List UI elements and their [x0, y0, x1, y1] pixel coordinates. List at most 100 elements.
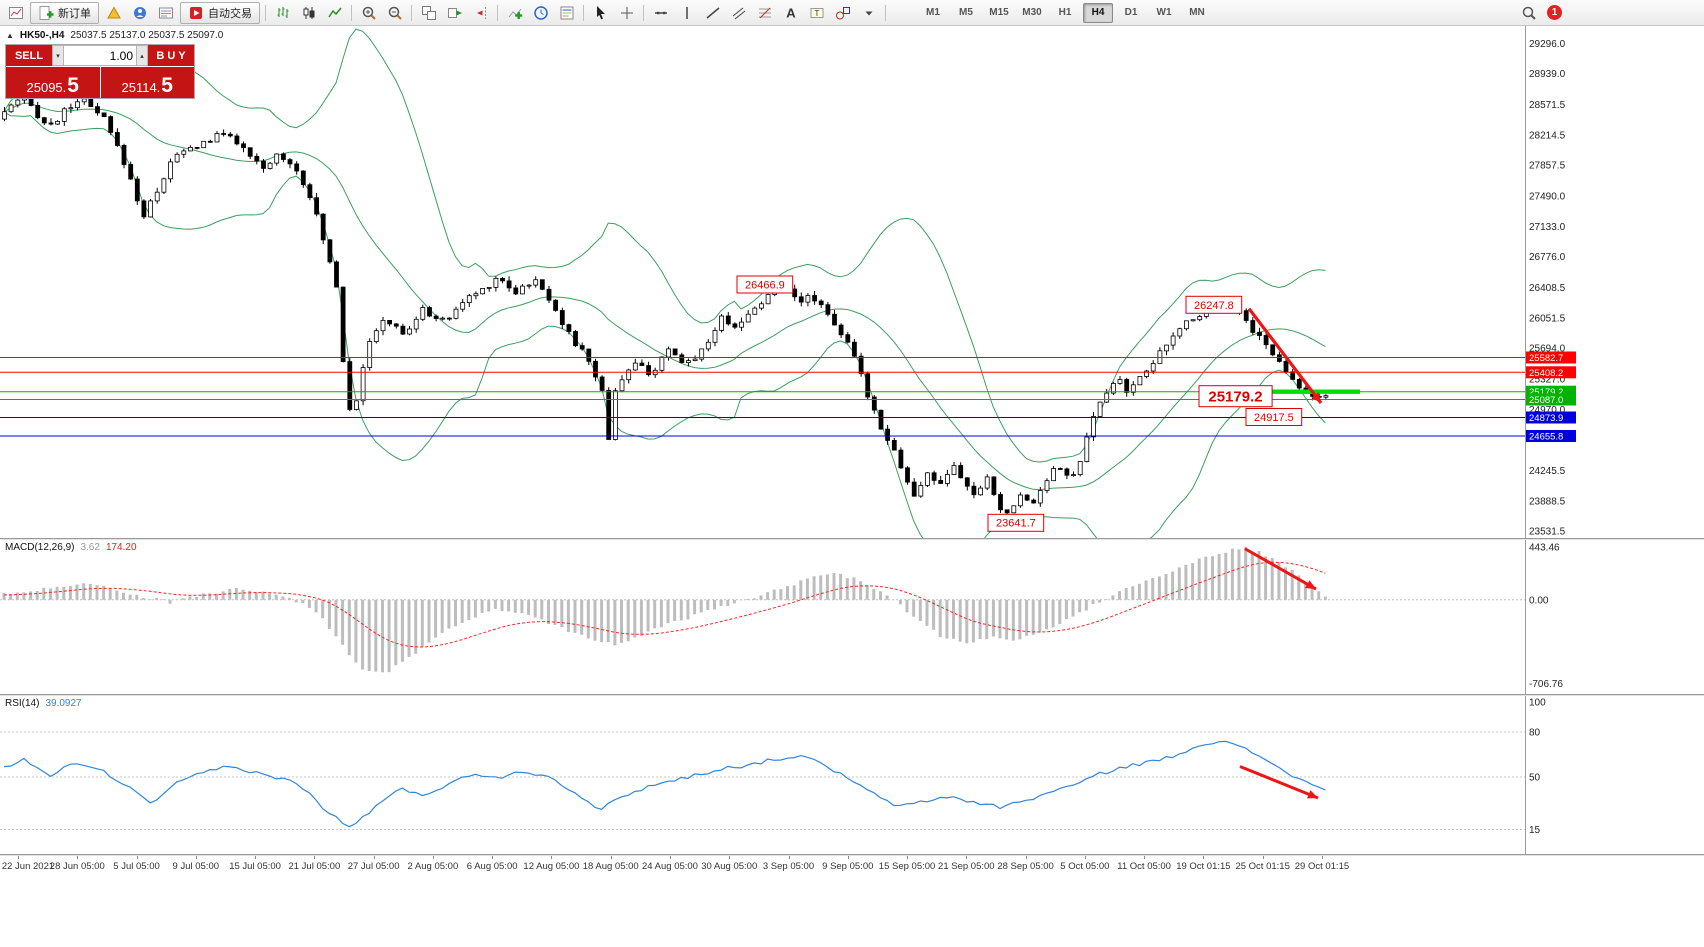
timeframe-mn-button[interactable]: MN: [1189, 7, 1205, 18]
time-axis-label: 6 Aug 05:00: [466, 861, 518, 872]
svg-text:26247.8: 26247.8: [1194, 300, 1234, 312]
zoom-out-icon[interactable]: [382, 2, 407, 24]
panel-separator[interactable]: [0, 694, 1704, 696]
search-icon[interactable]: [1516, 2, 1541, 24]
chart-window-icon[interactable]: [3, 2, 28, 24]
timeframe-d1-button[interactable]: D1: [1124, 7, 1138, 18]
cursor-icon[interactable]: [588, 2, 613, 24]
trendline-icon[interactable]: [700, 2, 725, 24]
time-axis-tick: [966, 856, 968, 859]
ohlc-bars-icon[interactable]: [270, 2, 295, 24]
templates-icon[interactable]: [554, 2, 579, 24]
toolbar-separator: [497, 4, 498, 21]
channel-icon[interactable]: [726, 2, 751, 24]
time-axis-label: 3 Sep 05:00: [762, 861, 815, 872]
time-axis-tick: [1025, 856, 1027, 859]
buy-price-button[interactable]: 25114. 5: [99, 67, 194, 98]
toolbar-separator: [885, 4, 886, 21]
shapes-icon[interactable]: [830, 2, 855, 24]
tile-windows-icon[interactable]: [416, 2, 441, 24]
crosshair-icon[interactable]: [614, 2, 639, 24]
trend-arrow[interactable]: [1244, 547, 1317, 591]
price-axis-label: 24245.5: [1529, 466, 1566, 477]
candlestick-chart-icon[interactable]: [296, 2, 321, 24]
price-axis-labels[interactable]: 29296.0 28939.0 28571.5 28214.5 27857.5 27490…: [1529, 39, 1566, 538]
rsi-axis-label: 100: [1529, 698, 1546, 709]
chart-shift-icon[interactable]: [468, 2, 493, 24]
text-icon[interactable]: A: [778, 2, 803, 24]
toolbar-separator: [351, 4, 352, 21]
navigator-icon: [132, 5, 148, 21]
chart-shift-icon: [473, 5, 489, 21]
timeframe-m5-button[interactable]: M5: [959, 7, 973, 18]
volume-input[interactable]: [64, 45, 136, 66]
horizontal-line-icon[interactable]: [648, 2, 673, 24]
svg-text:25179.2: 25179.2: [1208, 389, 1262, 406]
time-axis-label: 9 Sep 05:00: [822, 861, 874, 872]
channel-icon: [731, 5, 747, 21]
notification-badge[interactable]: 1: [1547, 5, 1562, 20]
toolbar-separator: [643, 4, 644, 21]
time-axis-label: 25 Oct 01:15: [1235, 861, 1290, 872]
rsi-axis-label: 80: [1529, 728, 1541, 739]
navigator-icon[interactable]: [127, 2, 152, 24]
indicators-icon[interactable]: [502, 2, 527, 24]
volume-decrease-button[interactable]: ▾: [52, 45, 64, 66]
timeframe-m15-button[interactable]: M15: [989, 7, 1009, 18]
svg-text:A: A: [786, 5, 796, 20]
sell-price-button[interactable]: 25095. 5: [6, 67, 100, 98]
time-axis[interactable]: 22 Jun 2021 28 Jun 05:00 5 Jul 05:00 9 Jul …: [0, 856, 1704, 876]
price-callout-label[interactable]: 26247.8: [1185, 295, 1243, 314]
time-axis-tick: [669, 856, 671, 859]
candles: [2, 91, 1329, 516]
auto-scroll-icon[interactable]: [442, 2, 467, 24]
buy-button[interactable]: B U Y: [148, 45, 194, 66]
periods-icon[interactable]: [528, 2, 553, 24]
macd-signal-value: 174.20: [105, 542, 137, 553]
price-callout-label[interactable]: 24917.5: [1245, 408, 1303, 426]
timeframe-h4-button[interactable]: H4: [1083, 2, 1113, 23]
terminal-icon[interactable]: [153, 2, 178, 24]
vertical-line-icon[interactable]: [674, 2, 699, 24]
candlestick-chart-icon: [301, 5, 317, 21]
price-callout-label[interactable]: 26466.9: [736, 275, 794, 294]
text-label-icon[interactable]: T: [804, 2, 829, 24]
line-chart-icon[interactable]: [322, 2, 347, 24]
new-order-button[interactable]: 新订单: [30, 1, 99, 24]
sell-button[interactable]: SELL: [6, 45, 52, 66]
time-axis-tick: [255, 856, 257, 859]
price-tag: [1526, 351, 1576, 364]
terminal-icon: [158, 5, 174, 21]
tile-windows-icon: [421, 5, 437, 21]
panel-separator[interactable]: [0, 854, 1704, 856]
auto-scroll-icon: [447, 5, 463, 21]
panel-separator[interactable]: [0, 538, 1704, 540]
market-watch-icon: [106, 5, 122, 21]
timeframe-m30-button[interactable]: M30: [1022, 7, 1042, 18]
svg-text:26466.9: 26466.9: [745, 280, 785, 292]
zoom-in-icon[interactable]: [356, 2, 381, 24]
market-watch-icon[interactable]: [101, 2, 126, 24]
svg-text:24917.5: 24917.5: [1254, 412, 1294, 424]
volume-increase-button[interactable]: ▴: [136, 45, 148, 66]
toolbar: 新订单 自动交易 A T M1 M5 M15 M30 H1 H4 D1 W1 MN 1: [0, 0, 1704, 26]
timeframe-w1-button[interactable]: W1: [1156, 7, 1172, 18]
macd-panel[interactable]: 443.46 0.00 -706.76: [0, 540, 1704, 694]
timeframe-h1-button[interactable]: H1: [1058, 7, 1072, 18]
cursor-icon: [593, 5, 609, 21]
symbol-title: HK50-,H4: [19, 30, 65, 41]
trend-arrow[interactable]: [1247, 307, 1323, 404]
macd-axis-label: -706.76: [1529, 679, 1563, 690]
autotrading-button[interactable]: 自动交易: [180, 1, 260, 24]
dropdown-arrow-icon[interactable]: [856, 2, 881, 24]
timeframe-m1-button[interactable]: M1: [926, 7, 940, 18]
time-axis-label: 18 Aug 05:00: [582, 861, 639, 872]
new-order-icon: [38, 5, 54, 21]
price-callout-label[interactable]: 25179.2: [1198, 385, 1273, 408]
price-callout-label[interactable]: 23641.7: [987, 513, 1045, 532]
trend-arrow[interactable]: [1239, 765, 1319, 800]
rsi-panel[interactable]: 100 80 50 15: [0, 696, 1704, 854]
collapse-widget-arrow-icon[interactable]: ▲: [6, 31, 14, 40]
fibonacci-icon[interactable]: [752, 2, 777, 24]
main-price-chart[interactable]: 26466.9 26247.8 25179.2 24917.5 23641.7 29296…: [0, 26, 1704, 538]
